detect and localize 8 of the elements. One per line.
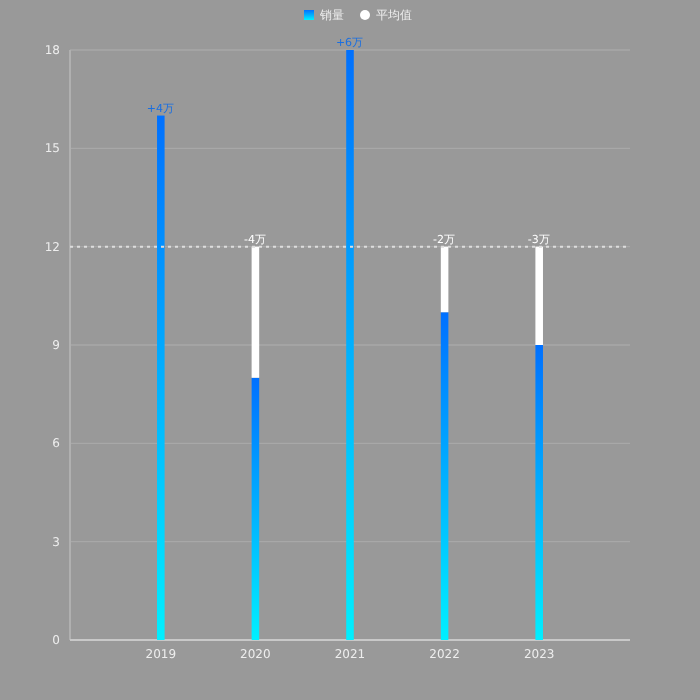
bar xyxy=(251,246,260,378)
bar xyxy=(440,312,449,640)
bar xyxy=(251,377,260,640)
bar xyxy=(535,246,543,345)
bar xyxy=(346,50,354,640)
bar xyxy=(157,115,165,640)
bar xyxy=(440,246,449,313)
bar xyxy=(535,345,543,640)
